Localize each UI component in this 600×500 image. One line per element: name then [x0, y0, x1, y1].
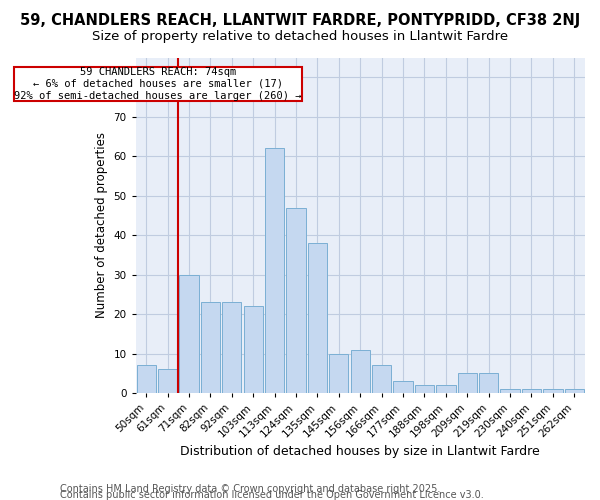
Bar: [286, 208, 305, 393]
Bar: [543, 389, 563, 393]
Bar: [179, 274, 199, 393]
Text: Contains public sector information licensed under the Open Government Licence v3: Contains public sector information licen…: [60, 490, 484, 500]
Bar: [222, 302, 241, 393]
Bar: [329, 354, 349, 393]
Bar: [500, 389, 520, 393]
Bar: [415, 385, 434, 393]
Bar: [201, 302, 220, 393]
Bar: [479, 374, 499, 393]
Y-axis label: Number of detached properties: Number of detached properties: [95, 132, 108, 318]
Bar: [244, 306, 263, 393]
Bar: [158, 370, 177, 393]
Bar: [458, 374, 477, 393]
Bar: [394, 381, 413, 393]
Bar: [436, 385, 455, 393]
Bar: [350, 350, 370, 393]
Bar: [372, 366, 391, 393]
Text: 59, CHANDLERS REACH, LLANTWIT FARDRE, PONTYPRIDD, CF38 2NJ: 59, CHANDLERS REACH, LLANTWIT FARDRE, PO…: [20, 12, 580, 28]
Text: 59 CHANDLERS REACH: 74sqm
← 6% of detached houses are smaller (17)
92% of semi-d: 59 CHANDLERS REACH: 74sqm ← 6% of detach…: [14, 68, 302, 100]
Bar: [137, 366, 156, 393]
X-axis label: Distribution of detached houses by size in Llantwit Fardre: Distribution of detached houses by size …: [181, 444, 540, 458]
Text: Size of property relative to detached houses in Llantwit Fardre: Size of property relative to detached ho…: [92, 30, 508, 43]
Text: Contains HM Land Registry data © Crown copyright and database right 2025.: Contains HM Land Registry data © Crown c…: [60, 484, 440, 494]
Bar: [565, 389, 584, 393]
Bar: [522, 389, 541, 393]
Bar: [308, 243, 327, 393]
Bar: [265, 148, 284, 393]
